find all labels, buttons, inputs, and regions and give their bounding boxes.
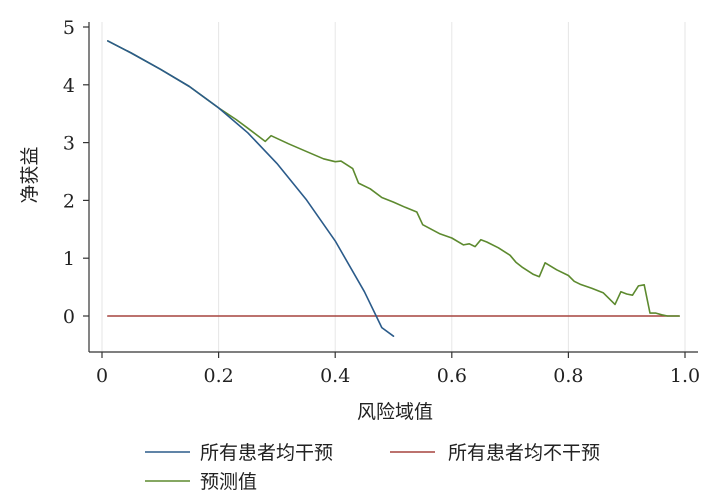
y-tick-label: 1 xyxy=(63,248,75,270)
legend-label-0: 所有患者均干预 xyxy=(200,442,333,464)
x-tick-label: 0 xyxy=(96,365,108,387)
gridlines xyxy=(101,22,686,352)
x-tick-label: 0.6 xyxy=(437,365,467,387)
x-tick-label: 1.0 xyxy=(670,365,700,387)
x-axis-title: 风险域值 xyxy=(357,401,433,423)
axes xyxy=(88,22,698,353)
series-line-0 xyxy=(107,40,395,338)
legend-label-2: 预测值 xyxy=(200,471,257,493)
y-tick-label: 0 xyxy=(63,306,75,328)
x-tick-label: 0.8 xyxy=(553,365,583,387)
legend-label-1: 所有患者均不干预 xyxy=(448,442,600,464)
series-lines xyxy=(107,40,681,338)
y-tick-label: 4 xyxy=(63,75,75,97)
y-tick-label: 3 xyxy=(63,133,75,155)
series-line-2 xyxy=(107,40,681,317)
y-tick-label: 5 xyxy=(63,17,75,39)
x-tick-label: 0.4 xyxy=(320,365,350,387)
y-axis-title: 净获益 xyxy=(19,146,41,203)
y-tick-label: 2 xyxy=(63,190,75,212)
tick-marks-and-labels: 0 0.2 0.4 0.6 0.8 1.0 0 1 2 3 4 5 xyxy=(63,17,700,387)
x-tick-label: 0.2 xyxy=(203,365,233,387)
